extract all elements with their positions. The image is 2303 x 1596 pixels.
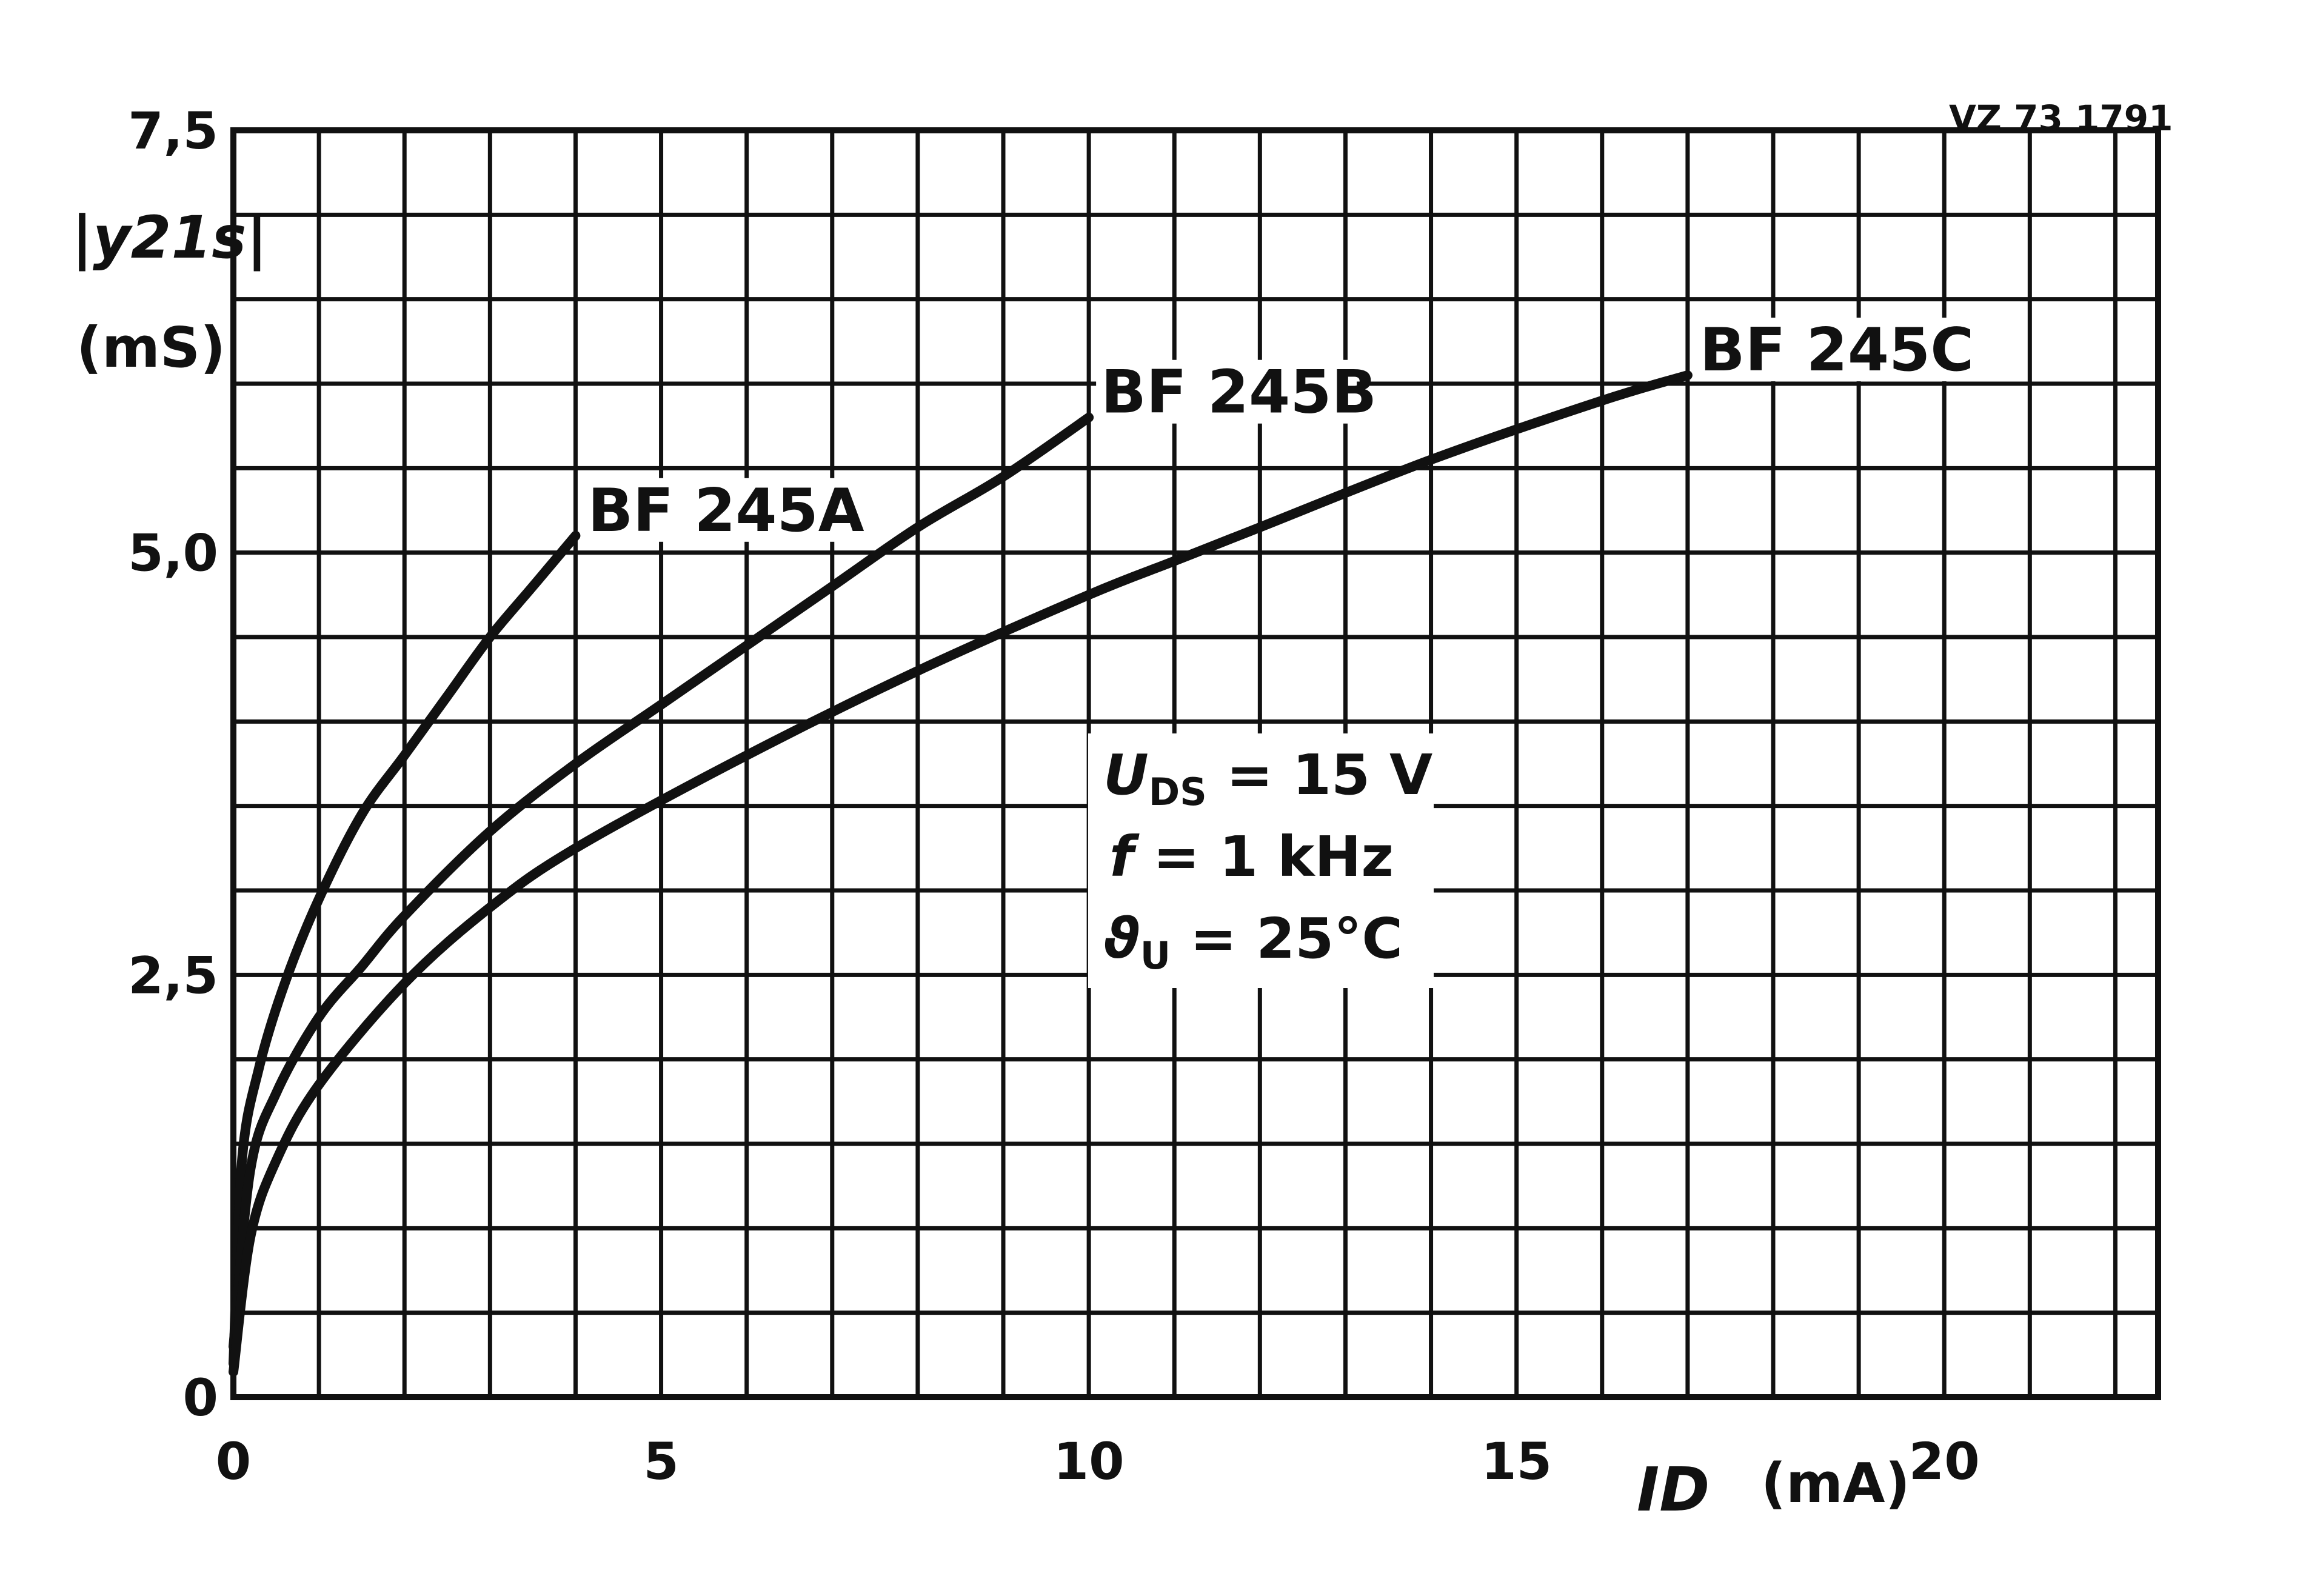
x-tick-label: 5 xyxy=(643,1432,678,1491)
y-tick-label: 7,5 xyxy=(128,101,218,161)
condition-uds: UDS = 15 V xyxy=(1103,743,1432,814)
x-tick-label: 0 xyxy=(216,1432,251,1491)
x-tick-label: 20 xyxy=(1909,1432,1980,1491)
series-label: BF 245B xyxy=(1101,358,1377,427)
condition-f: f = 1 kHz xyxy=(1109,824,1394,889)
x-tick-label: 10 xyxy=(1054,1432,1125,1491)
figure-code: VZ 73 1791 xyxy=(1949,98,2173,139)
x-axis-unit: (mA) xyxy=(1761,1452,1910,1515)
series-line-3 xyxy=(229,370,1693,1377)
y-tick-label: 0 xyxy=(183,1368,218,1427)
series-label-background xyxy=(583,478,844,542)
curves xyxy=(229,370,1693,1377)
y-tick-label: 5,0 xyxy=(128,524,218,583)
curve-labels: BF 245A BF 245B BF 245C xyxy=(583,316,1974,546)
conditions: UDS = 15 V f = 1 kHz ϑU = 25°C xyxy=(1103,743,1432,978)
series-line-2 xyxy=(229,412,1094,1352)
x-axis-label: ID xyxy=(1637,1454,1710,1525)
series-line-1 xyxy=(229,530,581,1369)
conditions-box xyxy=(1088,733,1434,988)
condition-temp: ϑU = 25°C xyxy=(1103,906,1403,978)
series-label-background xyxy=(1096,359,1357,424)
series-label: BF 245C xyxy=(1700,316,1974,385)
y-tick-labels: 0 2,5 5,0 7,5 xyxy=(128,101,218,1427)
plot-frame xyxy=(230,127,2161,1400)
series-label-background xyxy=(1694,318,1956,382)
x-tick-label: 15 xyxy=(1481,1432,1552,1491)
x-tick-labels: 0 5 10 15 20 xyxy=(216,1432,1980,1491)
series-label: BF 245A xyxy=(587,476,864,546)
y-axis-unit: (mS) xyxy=(76,315,226,380)
y-tick-label: 2,5 xyxy=(128,946,218,1005)
y-axis-label: |y21s| xyxy=(72,204,267,272)
